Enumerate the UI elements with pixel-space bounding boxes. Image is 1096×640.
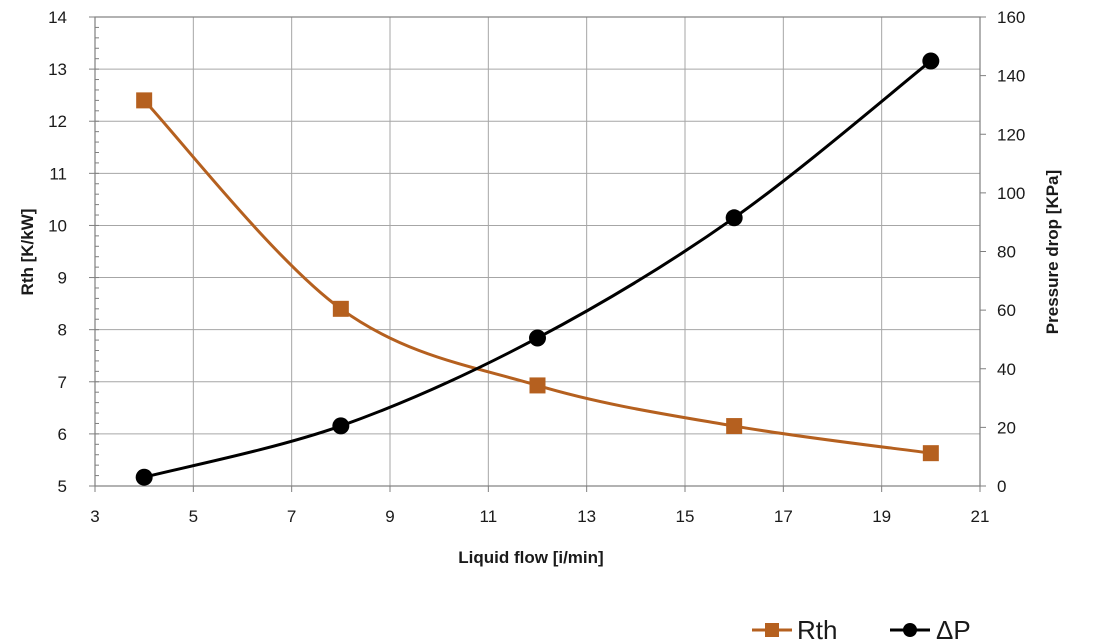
x-axis-title: Liquid flow [i/min]	[458, 548, 603, 567]
y-left-tick-label: 9	[58, 269, 67, 288]
y-right-tick-label: 0	[997, 477, 1006, 496]
series-line-dp	[143, 59, 932, 479]
data-point-dp	[135, 468, 153, 486]
legend-dp-marker	[903, 623, 917, 637]
y-left-axis-title: Rth [K/kW]	[18, 209, 37, 296]
data-point-rth	[136, 92, 153, 109]
x-tick-label: 3	[90, 507, 99, 526]
y-right-axis-title: Pressure drop [KPa]	[1043, 170, 1062, 334]
x-tick-label: 19	[872, 507, 891, 526]
y-left-tick-label: 11	[49, 164, 67, 183]
data-point-rth	[529, 377, 546, 394]
data-point-dp	[332, 417, 350, 435]
y-right-tick-label: 20	[997, 418, 1016, 437]
data-point-rth	[922, 445, 939, 462]
x-tick-label: 9	[385, 507, 394, 526]
y-left-tick-label: 14	[48, 8, 67, 27]
plot-frame	[94, 16, 981, 487]
y-left-tick-label: 7	[58, 373, 67, 392]
axes	[89, 16, 986, 492]
y-left-tick-labels: 5 6 7 8 9 10 11 12 13 14	[48, 8, 67, 496]
x-tick-label: 15	[676, 507, 695, 526]
series-line-rth	[143, 99, 932, 455]
legend: Rth ΔP	[752, 615, 971, 640]
legend-item-rth: Rth	[752, 615, 837, 640]
y-left-tick-label: 12	[48, 112, 67, 131]
y-left-tick-label: 8	[58, 321, 67, 340]
y-right-tick-label: 140	[997, 67, 1025, 86]
y-right-tick-label: 40	[997, 360, 1016, 379]
data-point-dp	[529, 329, 546, 347]
data-point-rth	[726, 418, 743, 435]
x-tick-label: 13	[577, 507, 596, 526]
y-right-tick-label: 80	[997, 243, 1016, 262]
x-tick-label: 21	[971, 507, 990, 526]
data-point-rth	[332, 300, 349, 317]
x-tick-label: 17	[774, 507, 793, 526]
legend-item-dp: ΔP	[890, 615, 971, 640]
legend-dp-label: ΔP	[936, 615, 971, 640]
grid	[95, 17, 980, 486]
x-tick-label: 11	[480, 507, 498, 526]
x-tick-label: 7	[287, 507, 296, 526]
legend-rth-marker	[765, 623, 779, 637]
y-right-tick-labels: 0 20 40 60 80 100 120 140 160	[997, 8, 1025, 496]
y-left-tick-label: 6	[58, 425, 67, 444]
y-right-tick-label: 120	[997, 125, 1025, 144]
y-left-tick-label: 5	[58, 477, 67, 496]
y-right-tick-label: 160	[997, 8, 1025, 27]
legend-rth-label: Rth	[797, 615, 837, 640]
series-layer	[135, 52, 940, 486]
y-right-tick-label: 100	[997, 184, 1025, 203]
data-point-dp	[922, 52, 940, 70]
y-left-tick-label: 13	[48, 60, 67, 79]
x-tick-labels: 3 5 7 9 11 13 15 17 19 21	[90, 507, 989, 526]
y-left-tick-label: 10	[48, 216, 67, 235]
y-right-tick-label: 60	[997, 301, 1016, 320]
data-point-dp	[725, 209, 743, 227]
x-tick-label: 5	[189, 507, 198, 526]
